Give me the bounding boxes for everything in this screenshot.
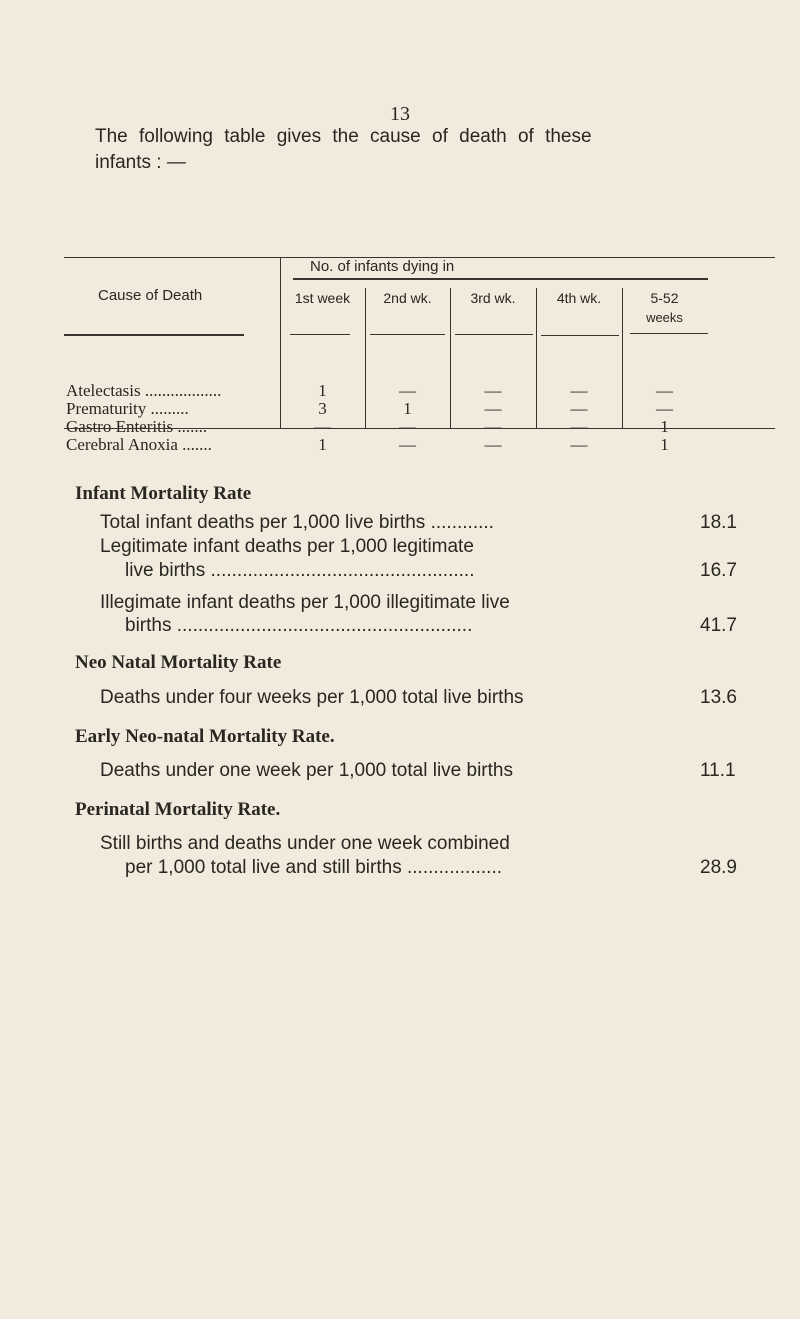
col-header-weeks: weeks	[646, 310, 683, 325]
row-value: —	[570, 381, 588, 400]
row-value: 1	[403, 399, 412, 418]
row-value: —	[484, 399, 502, 418]
infant-line-2a: Legitimate infant deaths per 1,000 legit…	[100, 536, 474, 557]
perinatal-line-1a: Still births and deaths under one week c…	[100, 833, 510, 854]
col-header-5-52: 5-52	[650, 290, 679, 306]
perinatal-line-1b: per 1,000 total live and still births ..…	[125, 857, 503, 878]
early-neo-natal-heading: Early Neo-natal Mortality Rate.	[75, 726, 335, 747]
neo-value-1: 13.6	[700, 687, 737, 708]
row-value: —	[656, 381, 673, 400]
row-value: —	[314, 417, 331, 436]
col-header-3rd-wk: 3rd wk.	[470, 290, 516, 306]
row-value: —	[484, 417, 502, 436]
row-cause: Cerebral Anoxia .......	[66, 435, 212, 454]
group-header: No. of infants dying in	[310, 258, 455, 275]
intro-line-2: infants : —	[95, 152, 186, 173]
row-value: —	[570, 399, 588, 418]
row-value: —	[484, 381, 502, 400]
infant-line-2b: live births ............................…	[125, 560, 475, 581]
row-value: —	[399, 435, 416, 454]
perinatal-heading: Perinatal Mortality Rate.	[75, 799, 281, 820]
row-value: —	[570, 417, 588, 436]
row-value: —	[399, 381, 416, 400]
cause-header: Cause of Death	[98, 287, 203, 304]
row-value: 1	[318, 381, 327, 400]
row-value: —	[656, 399, 673, 418]
intro-line-1: The following table gives the cause of d…	[95, 126, 592, 147]
row-cause: Atelectasis ..................	[66, 381, 222, 400]
early-line-1: Deaths under one week per 1,000 total li…	[100, 760, 513, 781]
row-value: —	[570, 435, 588, 454]
infant-line-3b: births .................................…	[125, 615, 473, 636]
row-value: —	[484, 435, 502, 454]
page-number: 13	[390, 103, 410, 125]
col-header-1st-week: 1st week	[294, 290, 351, 306]
row-value: —	[399, 417, 416, 436]
infant-value-1: 18.1	[700, 512, 737, 533]
infant-line-3a: Illegimate infant deaths per 1,000 illeg…	[100, 592, 510, 613]
neo-natal-heading: Neo Natal Mortality Rate	[75, 652, 282, 673]
row-cause: Gastro Enteritis .......	[66, 417, 208, 436]
col-header-4th-wk: 4th wk.	[556, 290, 602, 306]
perinatal-value-1: 28.9	[700, 857, 737, 878]
row-cause: Prematurity .........	[66, 399, 189, 418]
neo-line-1: Deaths under four weeks per 1,000 total …	[100, 687, 524, 708]
row-value: 1	[318, 435, 327, 454]
infant-mortality-heading: Infant Mortality Rate	[75, 483, 252, 504]
early-value-1: 11.1	[700, 760, 736, 781]
infant-value-2: 16.7	[700, 560, 737, 581]
infant-line-1: Total infant deaths per 1,000 live birth…	[100, 512, 494, 533]
col-header-2nd-wk: 2nd wk.	[383, 290, 432, 306]
infant-value-3: 41.7	[700, 615, 737, 636]
row-value: 3	[318, 399, 327, 418]
row-value: 1	[660, 435, 669, 454]
row-value: 1	[660, 417, 669, 436]
